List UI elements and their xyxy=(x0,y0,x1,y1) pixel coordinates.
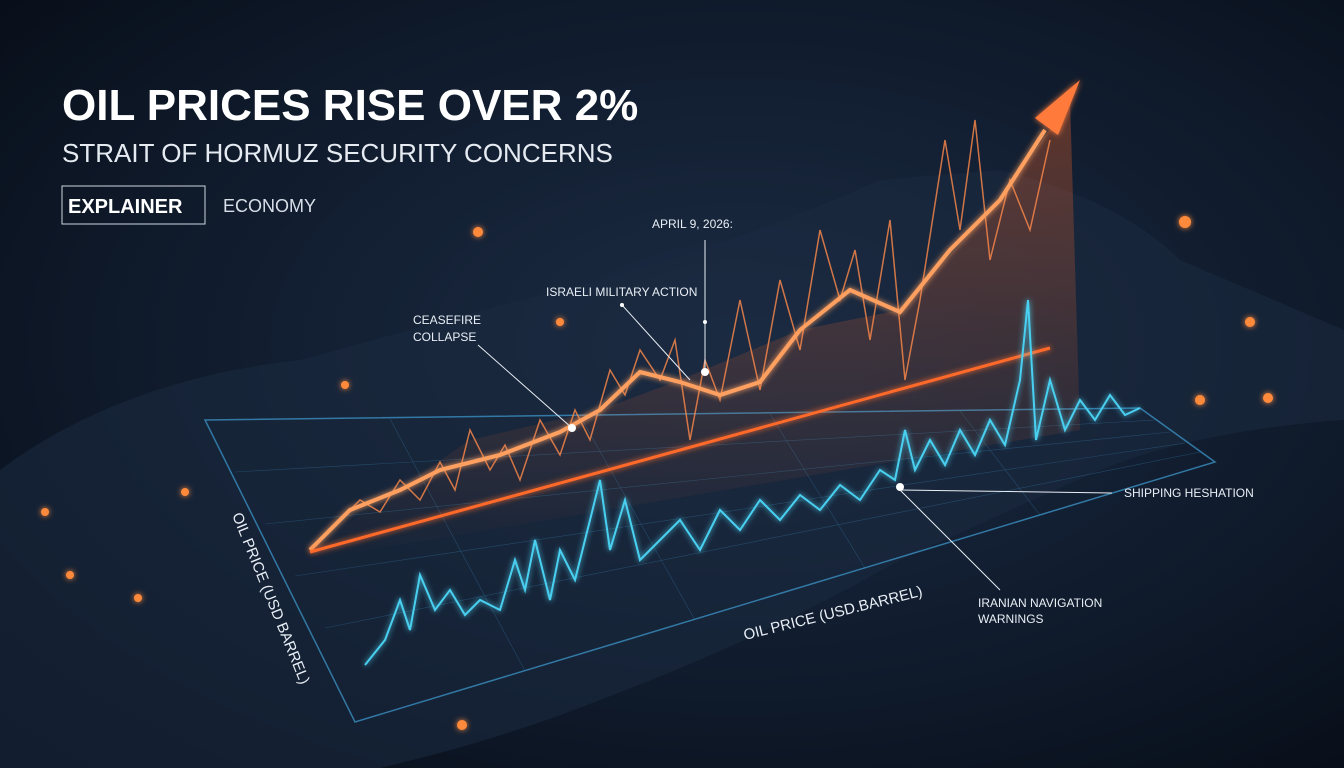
annotation: CEASEFIRE xyxy=(413,313,481,327)
tag: EXPLAINER xyxy=(68,196,183,218)
price-jagged xyxy=(309,119,1051,549)
tag-box xyxy=(61,185,206,225)
trend-arrow xyxy=(1035,80,1080,135)
annotation: WARNINGS xyxy=(978,612,1044,626)
annotation: SHIPPING HESHATION xyxy=(1124,486,1254,500)
annotation: APRIL 9, 2026: xyxy=(652,217,733,231)
annotation: ISRAELI MILITARY ACTION xyxy=(546,285,697,299)
markers xyxy=(568,303,904,491)
map-hotspots xyxy=(41,216,1273,730)
title: OIL PRICES RISE OVER 2% xyxy=(62,81,638,130)
annotation: COLLAPSE xyxy=(413,330,476,344)
baseline-trend xyxy=(309,346,1051,554)
subtitle: STRAIT OF HORMUZ SECURITY CONCERNS xyxy=(62,138,613,168)
leaders xyxy=(477,240,1113,591)
price-area xyxy=(310,100,1080,560)
annotation: IRANIAN NAVIGATION xyxy=(978,596,1102,610)
cyan-series xyxy=(364,299,1141,666)
tag: ECONOMY xyxy=(223,196,316,216)
price-trend xyxy=(308,128,1047,552)
